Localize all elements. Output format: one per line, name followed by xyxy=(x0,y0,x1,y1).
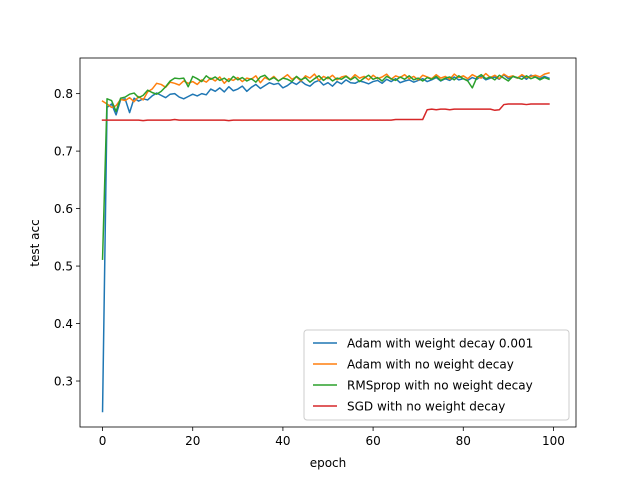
legend: Adam with weight decay 0.001 Adam with no… xyxy=(303,329,570,421)
series-line-1 xyxy=(101,73,550,413)
legend-label: SGD with no weight decay xyxy=(347,400,505,414)
y-axis-label: test acc xyxy=(28,219,42,266)
x-tick-label: 40 xyxy=(275,434,290,448)
legend-label: Adam with weight decay 0.001 xyxy=(347,337,533,351)
y-tick-label: 0.5 xyxy=(54,260,73,274)
legend-label: Adam with no weight decay xyxy=(347,358,514,372)
y-axis-ticks: 0.3 0.4 0.5 0.6 0.7 0.8 xyxy=(54,87,80,389)
series-line-2 xyxy=(101,72,550,109)
y-tick-label: 0.8 xyxy=(54,87,73,101)
series-line-3 xyxy=(101,73,550,260)
legend-label: RMSprop with no weight decay xyxy=(347,379,533,393)
x-tick-label: 20 xyxy=(185,434,200,448)
y-tick-label: 0.6 xyxy=(54,202,73,216)
series-layer xyxy=(101,72,550,413)
legend-box xyxy=(303,329,570,421)
x-tick-label: 80 xyxy=(456,434,471,448)
x-axis-ticks: 0 20 40 60 80 100 xyxy=(99,427,565,448)
series-line-4 xyxy=(101,103,550,122)
x-tick-label: 100 xyxy=(542,434,565,448)
x-axis-label: epoch xyxy=(310,456,347,470)
y-tick-label: 0.7 xyxy=(54,145,73,159)
plot-frame xyxy=(79,57,577,428)
y-tick-label: 0.4 xyxy=(54,317,73,331)
x-tick-label: 60 xyxy=(365,434,380,448)
x-tick-label: 0 xyxy=(99,434,107,448)
y-tick-label: 0.3 xyxy=(54,375,73,389)
